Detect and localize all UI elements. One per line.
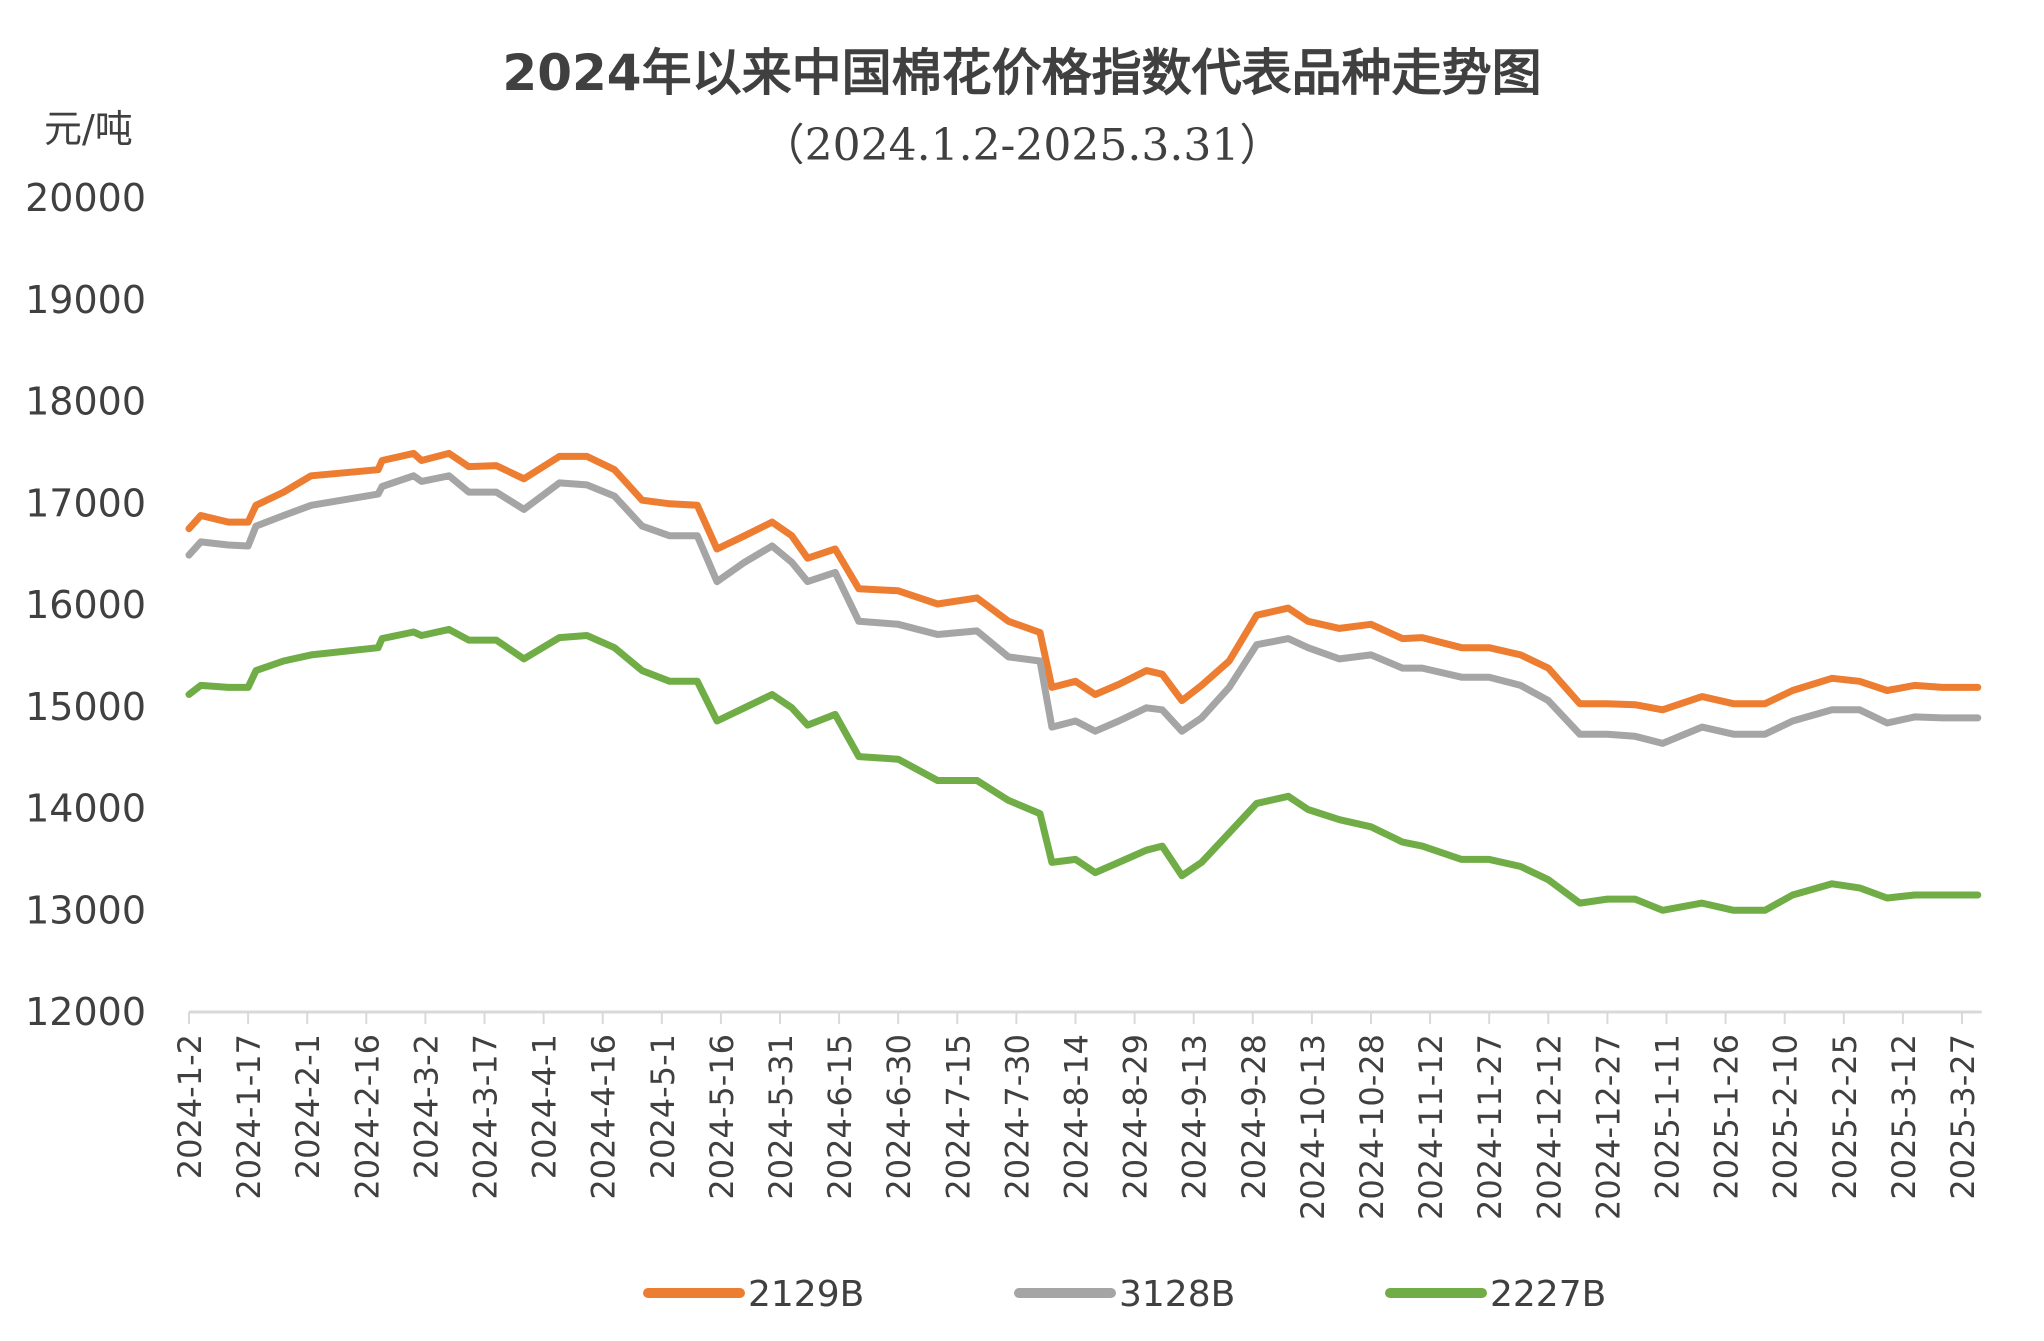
x-tick-label: 2024-6-30 [880,1034,918,1200]
legend-item-2227B: 2227B [1385,1274,1606,1315]
legend-label: 3128B [1119,1274,1235,1315]
x-tick-label: 2024-5-1 [644,1034,682,1179]
x-tick-label: 2024-8-14 [1058,1034,1096,1200]
y-tick-label: 18000 [25,380,146,424]
x-tick-label: 2024-9-13 [1176,1034,1214,1200]
series-line-2129B [185,449,1982,714]
x-tick-label: 2025-1-26 [1708,1034,1746,1200]
x-tick-label: 2024-11-27 [1471,1034,1509,1220]
x-tick-label: 2024-7-30 [998,1034,1036,1200]
y-tick-label: 14000 [25,787,146,831]
chart-subtitle: （2024.1.2-2025.3.31） [761,120,1284,171]
x-tick-label: 2024-2-1 [289,1034,327,1179]
x-axis: 2024-1-2 2024-1-17 2024-2-1 2024-2-16 2024-3… [171,1010,1982,1220]
x-tick-label: 2024-9-28 [1235,1034,1273,1200]
y-tick-label: 19000 [25,278,146,322]
y-tick-label: 15000 [25,685,146,729]
x-tick-label: 2024-7-15 [939,1034,977,1200]
x-tick-label: 2024-10-13 [1294,1034,1332,1220]
x-tick-label: 2024-12-27 [1589,1034,1627,1220]
x-tick-label: 2024-3-17 [467,1034,505,1200]
y-tick-label: 12000 [25,990,146,1034]
x-tick-label: 2024-4-1 [526,1034,564,1179]
y-tick-label: 13000 [25,888,146,932]
y-tick-label: 17000 [25,481,146,525]
x-tick-label: 2025-2-25 [1826,1034,1864,1200]
y-axis-unit: 元/吨 [44,107,133,151]
x-tick-label: 2024-12-12 [1530,1034,1568,1220]
y-axis: 12000 13000 14000 15000 16000 17000 18000 19000… [25,176,146,1034]
x-tick-label: 2024-1-17 [230,1034,268,1200]
x-tick-label: 2024-6-15 [821,1034,859,1200]
x-tick-label: 2024-4-16 [585,1034,623,1200]
x-tick-label: 2024-8-29 [1117,1034,1155,1200]
x-tick-label: 2024-3-2 [407,1034,445,1179]
y-tick-label: 16000 [25,583,146,627]
chart-title: 2024年以来中国棉花价格指数代表品种走势图 [502,44,1541,102]
x-tick-label: 2024-10-28 [1353,1034,1391,1220]
x-tick-label: 2025-3-27 [1944,1034,1982,1200]
x-tick-label: 2024-1-2 [171,1034,209,1179]
series-lines [185,449,1982,914]
x-tick-label: 2024-5-16 [703,1034,741,1200]
legend-item-3128B: 3128B [1014,1274,1235,1315]
x-tick-label: 2024-2-16 [348,1034,386,1200]
x-tick-label: 2025-2-10 [1767,1034,1805,1200]
x-tick-label: 2024-5-31 [762,1034,800,1200]
series-line-2227B [185,625,1982,914]
x-tick-label: 2025-1-11 [1649,1034,1687,1200]
legend-label: 2129B [748,1274,864,1315]
series-line-3128B [185,472,1982,747]
x-tick-label: 2024-11-12 [1412,1034,1450,1220]
legend: 2129B 3128B 2227B [643,1274,1606,1315]
x-tick-label: 2025-3-12 [1885,1034,1923,1200]
y-tick-label: 20000 [25,176,146,220]
legend-item-2129B: 2129B [643,1274,864,1315]
legend-label: 2227B [1490,1274,1606,1315]
